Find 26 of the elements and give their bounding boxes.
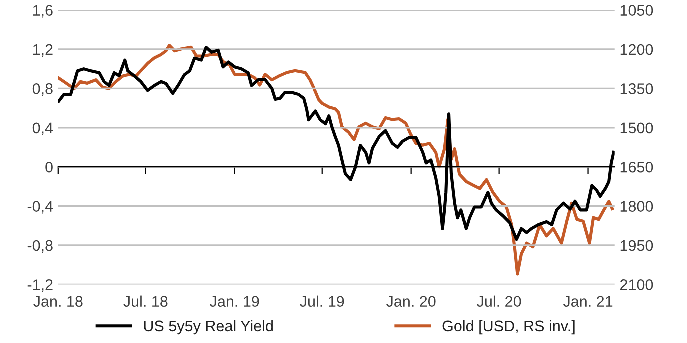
y-tick-label: 0,4	[32, 122, 54, 136]
y2-tick-label: 1050	[620, 5, 654, 16]
y-tick-label: -1,2	[28, 280, 53, 292]
y-tick-label: 1,6	[33, 5, 53, 18]
y-tick-label: 0	[46, 162, 53, 173]
y2-tick-label: 2100	[620, 280, 654, 290]
y-tick-label: 0,8	[32, 84, 53, 96]
y2-tick-label: 1500	[620, 122, 654, 134]
legend-label: US 5y5y Real Yield	[144, 320, 273, 335]
x-tick-label: Jan. 21	[563, 296, 613, 308]
x-tick-label: Jul. 19	[300, 296, 344, 308]
y-tick-label: -0,4	[28, 201, 54, 214]
y2-tick-label: 1200	[620, 44, 654, 56]
x-tick-label: Jan. 20	[386, 296, 436, 308]
y-tick-label: 1,2	[33, 44, 53, 57]
x-tick-label: Jan. 19	[210, 296, 260, 308]
x-tick-label: Jul. 20	[477, 296, 522, 308]
y2-tick-label: 1350	[620, 84, 654, 94]
y-tick-label: -0,8	[28, 240, 53, 253]
y2-tick-label: 1650	[620, 162, 654, 173]
legend-label: Gold [USD, RS inv.]	[442, 320, 575, 335]
y2-tick-label: 1950	[620, 240, 654, 252]
y2-tick-label: 1800	[620, 201, 654, 212]
line-series	[58, 46, 615, 242]
x-tick-label: Jul. 18	[124, 296, 168, 308]
x-tick-label: Jan. 18	[34, 296, 83, 308]
